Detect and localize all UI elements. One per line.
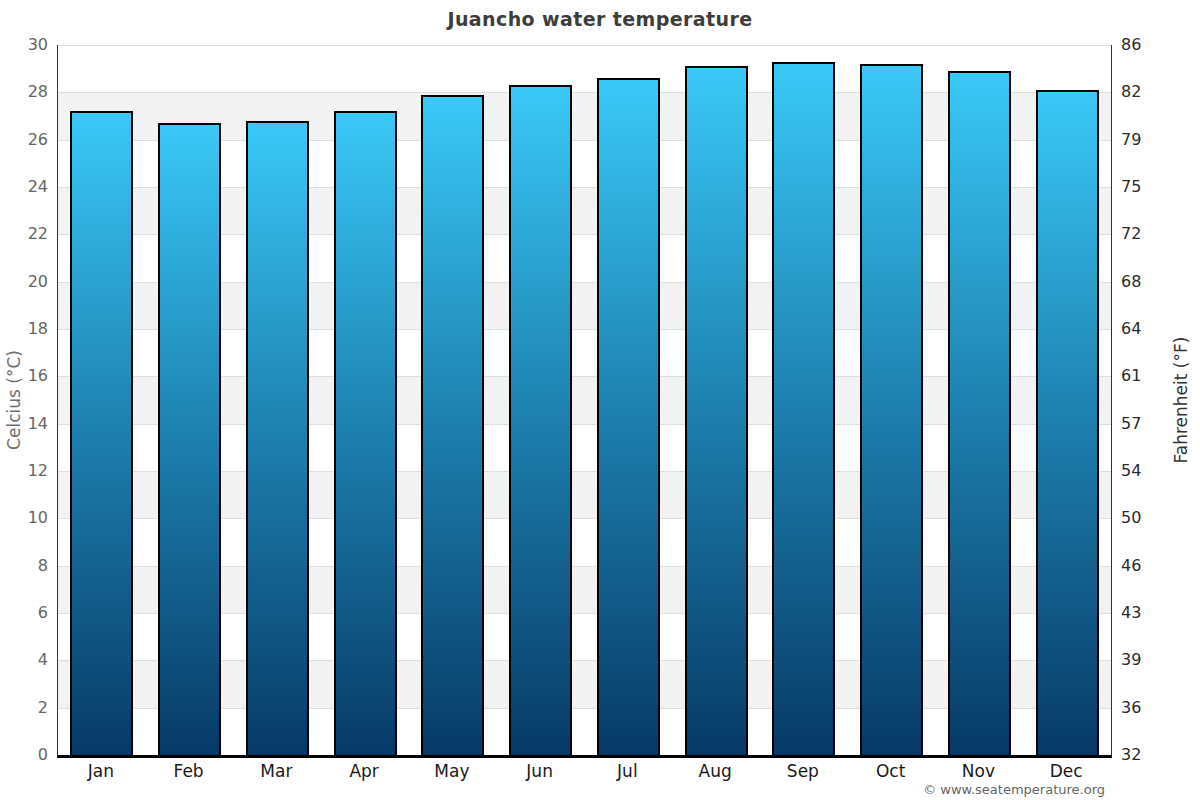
y-tick-fahrenheit-86: 86: [1121, 35, 1181, 55]
y-tick-fahrenheit-50: 50: [1121, 508, 1181, 528]
gridline: [58, 45, 1111, 46]
y-tick-fahrenheit-36: 36: [1121, 698, 1181, 718]
copyright-link[interactable]: © www.seatemperature.org: [923, 782, 1105, 797]
y-tick-fahrenheit-43: 43: [1121, 603, 1181, 623]
y-tick-celsius-18: 18: [0, 319, 48, 339]
y-tick-celsius-22: 22: [0, 224, 48, 244]
x-tick-feb: Feb: [145, 761, 233, 781]
x-tick-apr: Apr: [320, 761, 408, 781]
plot-area: [57, 45, 1112, 758]
bar-dec: [1036, 90, 1099, 755]
y-tick-celsius-4: 4: [0, 650, 48, 670]
water-temperature-chart: Juancho water temperature Celcius (°C) F…: [0, 0, 1200, 800]
y-tick-celsius-20: 20: [0, 272, 48, 292]
bar-oct: [860, 64, 923, 755]
y-tick-fahrenheit-75: 75: [1121, 177, 1181, 197]
x-tick-sep: Sep: [759, 761, 847, 781]
bar-jan: [70, 111, 133, 755]
y-tick-fahrenheit-64: 64: [1121, 319, 1181, 339]
y-tick-celsius-2: 2: [0, 698, 48, 718]
bar-aug: [685, 66, 748, 755]
y-tick-fahrenheit-32: 32: [1121, 745, 1181, 765]
x-tick-nov: Nov: [935, 761, 1023, 781]
y-tick-celsius-12: 12: [0, 461, 48, 481]
x-tick-may: May: [408, 761, 496, 781]
y-tick-celsius-14: 14: [0, 414, 48, 434]
y-tick-celsius-6: 6: [0, 603, 48, 623]
bar-jul: [597, 78, 660, 755]
y-tick-celsius-10: 10: [0, 508, 48, 528]
x-tick-jul: Jul: [584, 761, 672, 781]
bar-apr: [334, 111, 397, 755]
y-tick-celsius-16: 16: [0, 366, 48, 386]
y-tick-fahrenheit-57: 57: [1121, 414, 1181, 434]
chart-title: Juancho water temperature: [0, 8, 1200, 30]
bar-may: [421, 95, 484, 755]
y-tick-celsius-30: 30: [0, 35, 48, 55]
y-tick-fahrenheit-54: 54: [1121, 461, 1181, 481]
x-tick-aug: Aug: [671, 761, 759, 781]
bar-mar: [246, 121, 309, 755]
x-tick-dec: Dec: [1022, 761, 1110, 781]
y-tick-fahrenheit-46: 46: [1121, 556, 1181, 576]
x-tick-oct: Oct: [847, 761, 935, 781]
y-tick-celsius-28: 28: [0, 82, 48, 102]
bar-sep: [772, 62, 835, 755]
bar-jun: [509, 85, 572, 755]
y-tick-fahrenheit-68: 68: [1121, 272, 1181, 292]
y-tick-celsius-24: 24: [0, 177, 48, 197]
y-tick-fahrenheit-39: 39: [1121, 650, 1181, 670]
y-tick-fahrenheit-79: 79: [1121, 130, 1181, 150]
y-tick-celsius-8: 8: [0, 556, 48, 576]
y-tick-fahrenheit-72: 72: [1121, 224, 1181, 244]
y-axis-label-fahrenheit: Fahrenheit (°F): [1171, 337, 1191, 464]
bar-nov: [948, 71, 1011, 755]
y-tick-fahrenheit-61: 61: [1121, 366, 1181, 386]
x-tick-jan: Jan: [57, 761, 145, 781]
y-tick-celsius-0: 0: [0, 745, 48, 765]
bar-feb: [158, 123, 221, 755]
y-tick-fahrenheit-82: 82: [1121, 82, 1181, 102]
y-tick-celsius-26: 26: [0, 130, 48, 150]
x-tick-jun: Jun: [496, 761, 584, 781]
y-axis-label-celsius: Celcius (°C): [4, 350, 24, 450]
x-tick-mar: Mar: [233, 761, 321, 781]
